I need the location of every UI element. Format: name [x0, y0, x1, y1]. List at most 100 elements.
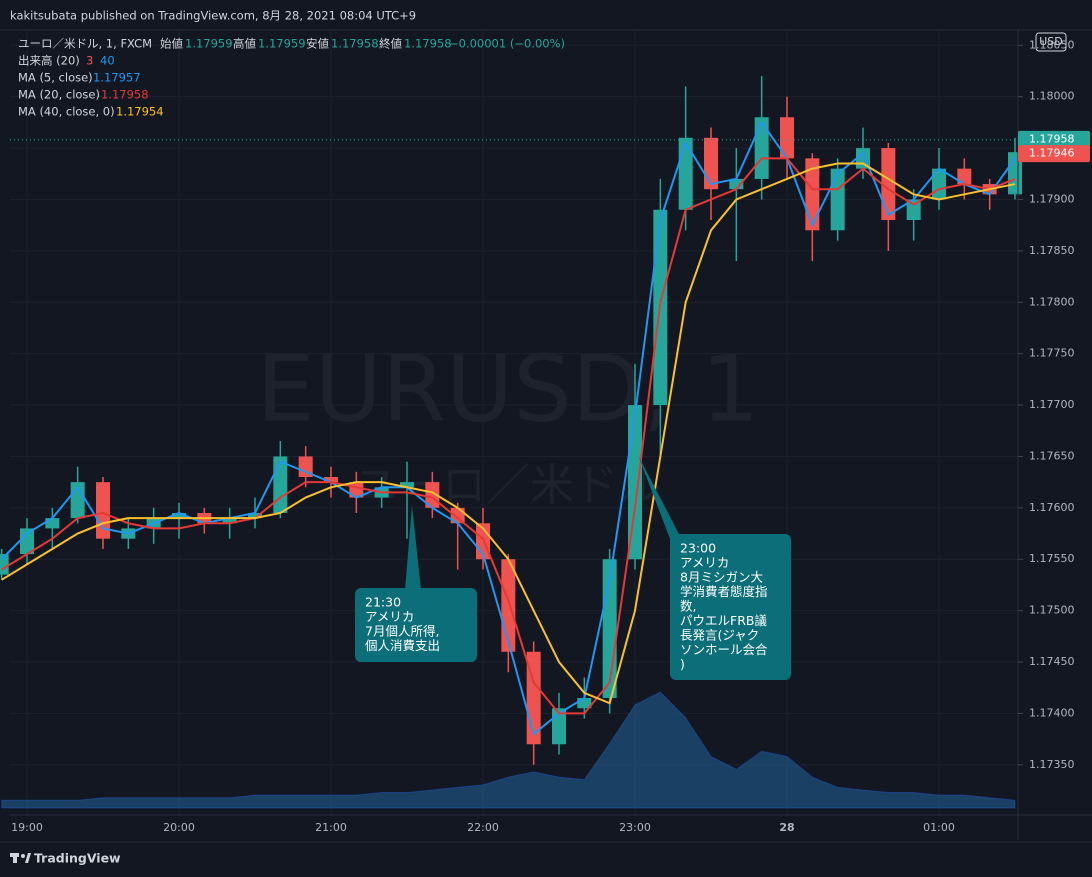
- ohlc-value: 1.17959: [185, 37, 233, 51]
- ohlc-label: 始値: [160, 37, 183, 51]
- candle-body: [172, 512, 186, 519]
- logo-mark: [25, 853, 31, 863]
- y-tick-label: 1.17800: [1029, 295, 1075, 308]
- volume-name: 出来高 (20): [18, 54, 80, 68]
- candle-body: [754, 117, 769, 179]
- ohlc-value: 1.17959: [258, 37, 306, 51]
- candle-body: [20, 528, 34, 555]
- y-tick-label: 1.18050: [1029, 38, 1075, 51]
- ma-value: 1.17957: [93, 71, 141, 85]
- callout-text: ): [680, 657, 685, 672]
- callout-text: 長発言(ジャク: [680, 628, 759, 643]
- candle-body: [577, 698, 592, 709]
- candle-body: [273, 456, 288, 513]
- y-tick-label: 1.17600: [1029, 501, 1075, 514]
- legend-symbol: ユーロ／米ドル, 1, FXCM: [18, 37, 152, 51]
- y-tick-label: 1.17450: [1029, 655, 1075, 668]
- currency-badge[interactable]: [1035, 32, 1067, 52]
- ma-name: MA (20, close): [18, 88, 100, 102]
- callout-text: 23:00: [680, 541, 716, 556]
- ma-line: [0, 120, 1016, 736]
- x-tick-label: 20:00: [163, 821, 195, 834]
- ohlc-value: 1.17958: [404, 37, 452, 51]
- candle-body: [780, 117, 794, 159]
- callout-text: 8月ミシガン大: [680, 570, 763, 585]
- candle-body: [222, 518, 237, 524]
- footer-logo: TradingView: [10, 851, 121, 866]
- callout-text: 21:30: [365, 595, 401, 610]
- ma-line: [1, 157, 1016, 715]
- candle-body: [501, 559, 516, 652]
- candle-body: [400, 482, 414, 488]
- candle-body: [729, 178, 744, 190]
- ohlc-change: −0.00001 (−0.00%): [449, 37, 565, 51]
- candle-body: [805, 158, 820, 231]
- price-tag-label: 1.17946: [1029, 147, 1075, 160]
- ohlc-label: 安値: [306, 37, 329, 51]
- candle-body: [704, 137, 718, 190]
- callout-text: アメリカ: [680, 555, 729, 570]
- y-tick-label: 1.18000: [1029, 90, 1075, 103]
- candle-body: [298, 456, 313, 478]
- callout-box: [355, 588, 477, 662]
- x-tick-label: 23:00: [619, 821, 651, 834]
- callout-text: パウエルFRB議: [680, 613, 767, 628]
- ohlc-label: 終値: [379, 37, 402, 51]
- candle-body: [830, 168, 845, 231]
- y-tick-label: 1.17500: [1029, 604, 1075, 617]
- y-tick-label: 1.17650: [1029, 449, 1075, 462]
- y-tick-label: 1.17550: [1029, 552, 1075, 565]
- x-tick-label: 21:00: [315, 821, 347, 834]
- ma-name: MA (40, close, 0): [18, 105, 115, 119]
- x-tick-label: 28: [779, 821, 794, 834]
- candle-body: [324, 477, 338, 483]
- y-tick-label: 1.17400: [1029, 706, 1075, 719]
- callout-text: 7月個人所得,: [365, 624, 439, 639]
- x-tick-label: 01:00: [923, 821, 955, 834]
- candle-body: [0, 554, 9, 575]
- y-tick-label: 1.17750: [1029, 347, 1075, 360]
- y-tick-label: 1.17850: [1029, 244, 1075, 257]
- ma-name: MA (5, close): [18, 71, 93, 85]
- logo-mark: [21, 854, 25, 858]
- ohlc-value: 1.17958: [331, 37, 379, 51]
- volume-area: [1, 691, 1016, 809]
- volume-value: 3: [86, 54, 93, 68]
- volume-ma-value: 40: [100, 54, 115, 68]
- callout-text: ソンホール会合: [680, 642, 768, 657]
- x-tick-label: 22:00: [467, 821, 499, 834]
- watermark-symbol: EURUSD, 1: [257, 335, 760, 442]
- candle-body: [45, 518, 60, 529]
- callout-text: 個人消費支出: [365, 638, 440, 653]
- y-tick-label: 1.17350: [1029, 758, 1075, 771]
- ma-line: [1, 162, 1016, 705]
- callout-pointer: [638, 455, 680, 544]
- callout-pointer: [405, 505, 421, 590]
- currency-label: USD: [1039, 35, 1063, 48]
- y-tick-label: 1.17900: [1029, 192, 1075, 205]
- candle-body: [881, 148, 896, 221]
- candle-body: [678, 137, 693, 210]
- price-tag: [1018, 145, 1090, 163]
- ma-value: 1.17958: [101, 88, 149, 102]
- callout-text: 学消費者態度指: [680, 584, 768, 599]
- candle-body: [248, 512, 262, 519]
- price-tag: [1018, 130, 1090, 148]
- legend: ユーロ／米ドル, 1, FXCM 出来高 (20) 3 40 MA (5, cl…: [18, 37, 164, 119]
- y-tick-label: 1.17700: [1029, 398, 1075, 411]
- publisher: kakitsubata published on TradingView.com…: [10, 9, 416, 23]
- candle-body: [957, 168, 972, 185]
- candle-body: [906, 199, 921, 221]
- callout-text: 数,: [680, 599, 696, 614]
- callout-text: アメリカ: [365, 609, 414, 624]
- price-tag-label: 1.17958: [1029, 132, 1075, 145]
- footer-brand: TradingView: [34, 851, 121, 866]
- x-tick-label: 19:00: [11, 821, 43, 834]
- annotation: 23:00アメリカ8月ミシガン大学消費者態度指数,パウエルFRB議長発言(ジャク…: [638, 455, 791, 680]
- ma-value: 1.17954: [116, 105, 164, 119]
- logo-mark: [13, 853, 17, 863]
